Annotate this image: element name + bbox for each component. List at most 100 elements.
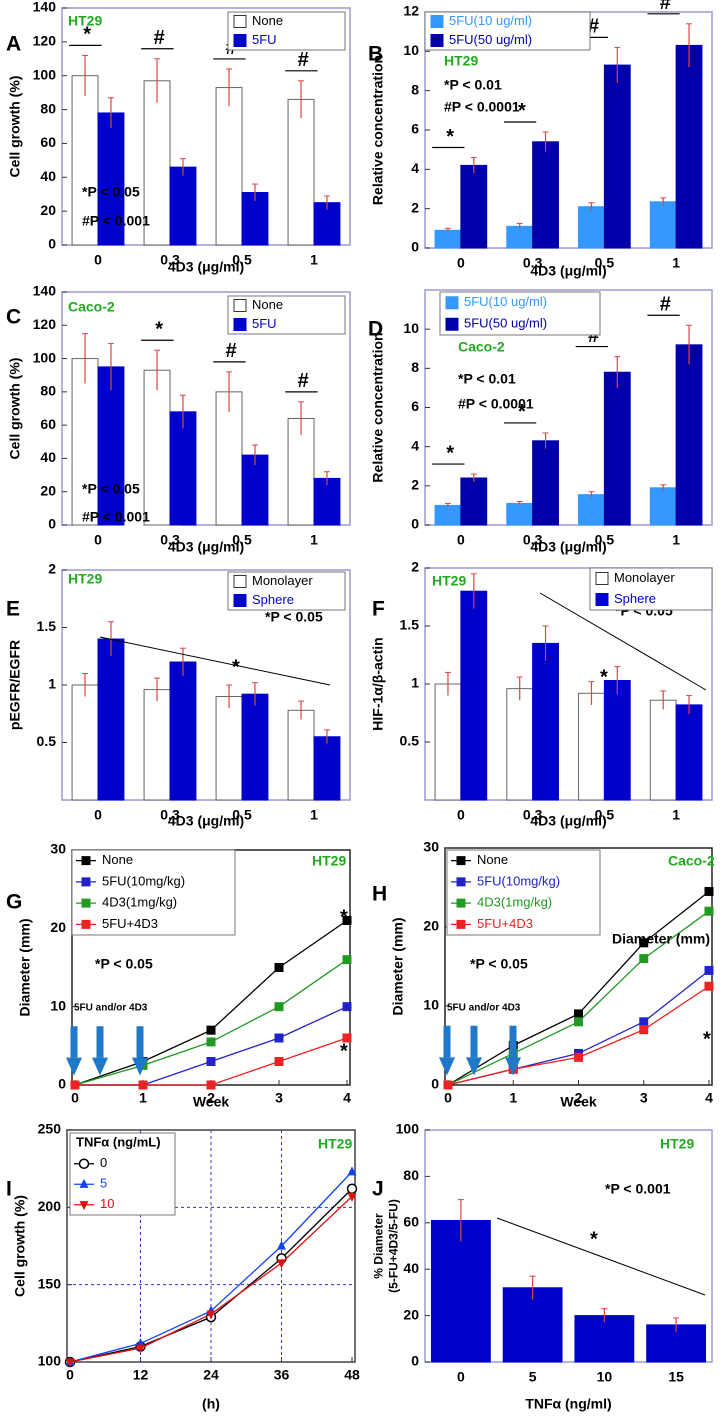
x-tick-label: 0	[457, 1369, 465, 1385]
bar	[578, 692, 605, 801]
significance-label: *	[83, 24, 91, 46]
significance-label: #	[154, 27, 165, 49]
x-tick-label: 3	[275, 1090, 283, 1106]
legend-box	[589, 567, 713, 611]
legend-marker	[79, 1178, 89, 1188]
x-axis-label: Week	[193, 1094, 230, 1110]
marker	[704, 886, 714, 896]
bar	[649, 487, 677, 526]
x-tick-label: 3	[640, 1090, 648, 1106]
y-tick-label: 120	[33, 33, 57, 49]
x-tick-label: 0.5	[232, 532, 252, 548]
annotation: *	[590, 1228, 598, 1250]
y-tick-label: 10	[50, 997, 66, 1013]
y-tick-label: 10	[423, 997, 439, 1013]
y-tick-label: 0	[411, 1353, 419, 1369]
arrow-shaft	[136, 1026, 144, 1058]
bar	[578, 206, 605, 249]
arrow-shaft	[70, 1026, 78, 1058]
y-tick-label: 20	[403, 1306, 419, 1322]
y-tick-label: 1	[411, 675, 419, 691]
legend-box	[227, 11, 346, 51]
marker	[342, 1002, 352, 1012]
y-tick-label: 140	[33, 283, 57, 299]
cell-line-label: HT29	[68, 13, 102, 29]
x-tick-label: 1	[310, 252, 318, 268]
legend-marker	[79, 1201, 89, 1211]
y-axis-label: (5-FU+4D3/5-FU)	[387, 1199, 401, 1293]
significance-label: #	[660, 0, 671, 14]
bar	[241, 693, 269, 801]
bar	[532, 141, 559, 249]
x-tick-label: 0	[457, 532, 465, 548]
legend-label: 5FU(10mg/kg)	[477, 873, 560, 888]
bar	[532, 642, 559, 801]
legend-label: 5FU(10mg/kg)	[102, 873, 185, 888]
x-tick-label: 0	[66, 1367, 74, 1383]
y-tick-label: 0	[431, 1076, 439, 1092]
annotation: *P < 0.05	[82, 481, 140, 497]
annotation: *P < 0.05	[470, 956, 528, 972]
significance-label: #	[660, 294, 671, 316]
y-tick-label: 6	[411, 398, 419, 414]
annotation: #P < 0.001	[82, 509, 150, 525]
significance-label: *	[155, 319, 163, 341]
legend-box	[71, 849, 236, 936]
annotation: *P < 0.05	[82, 184, 140, 200]
y-tick-label: 4	[411, 160, 419, 176]
legend-label: 5FU+4D3	[102, 916, 158, 931]
marker	[206, 1025, 216, 1035]
y-tick-label: 4	[411, 437, 419, 453]
x-axis-label: (h)	[202, 1396, 220, 1412]
significance-label: #	[298, 49, 309, 71]
x-tick-label: 1	[672, 807, 680, 823]
bar	[71, 684, 99, 801]
legend-label: 10	[100, 1196, 114, 1211]
legend-marker	[456, 856, 466, 866]
x-tick-label: 0	[71, 1090, 79, 1106]
x-tick-label: 0.3	[523, 807, 543, 823]
marker	[347, 1192, 357, 1202]
y-tick-label: 10	[403, 320, 419, 336]
bar	[215, 87, 243, 246]
x-tick-label: 0.5	[595, 807, 615, 823]
cell-line-label: Caco-2	[668, 853, 715, 869]
legend-swatch	[430, 34, 444, 47]
legend-box	[227, 571, 346, 611]
annotation: *P < 0.05	[95, 956, 153, 972]
x-tick-label: 2	[575, 1090, 583, 1106]
trend-line	[99, 636, 331, 686]
cell-line-label: HT29	[660, 1136, 694, 1152]
annotation: *P < 0.01	[458, 371, 516, 387]
significance-label: *	[518, 100, 526, 122]
marker	[347, 1166, 357, 1176]
y-tick-label: 12	[403, 3, 419, 19]
annotation: *P < 0.05	[265, 609, 323, 625]
marker	[639, 938, 649, 948]
bar	[578, 494, 605, 526]
legend-swatch	[430, 15, 444, 28]
y-tick-label: 250	[38, 1121, 62, 1137]
y-tick-label: 0	[48, 236, 56, 252]
bar	[434, 683, 462, 801]
y-axis-label: HIF-1α/β-actin	[370, 637, 386, 730]
annotation: 5FU and/or 4D3	[74, 1003, 148, 1014]
bar	[675, 44, 703, 249]
legend-marker	[81, 877, 91, 887]
y-tick-label: 60	[40, 134, 56, 150]
panel-letter: F	[372, 598, 385, 621]
bar	[143, 689, 171, 801]
marker	[443, 1080, 453, 1090]
legend-swatch	[445, 296, 459, 310]
arrow-head	[466, 1057, 482, 1076]
bar	[313, 202, 341, 246]
x-axis-label: 4D3 (μg/ml)	[168, 539, 244, 555]
arrow-shaft	[509, 1025, 517, 1058]
trend-line	[496, 1217, 706, 1296]
bar	[71, 75, 99, 246]
marker	[136, 1344, 145, 1354]
y-tick-label: 60	[403, 1214, 419, 1230]
legend-label: None	[102, 852, 133, 867]
y-tick-label: 30	[50, 841, 66, 857]
x-tick-label: 0.5	[595, 532, 615, 548]
